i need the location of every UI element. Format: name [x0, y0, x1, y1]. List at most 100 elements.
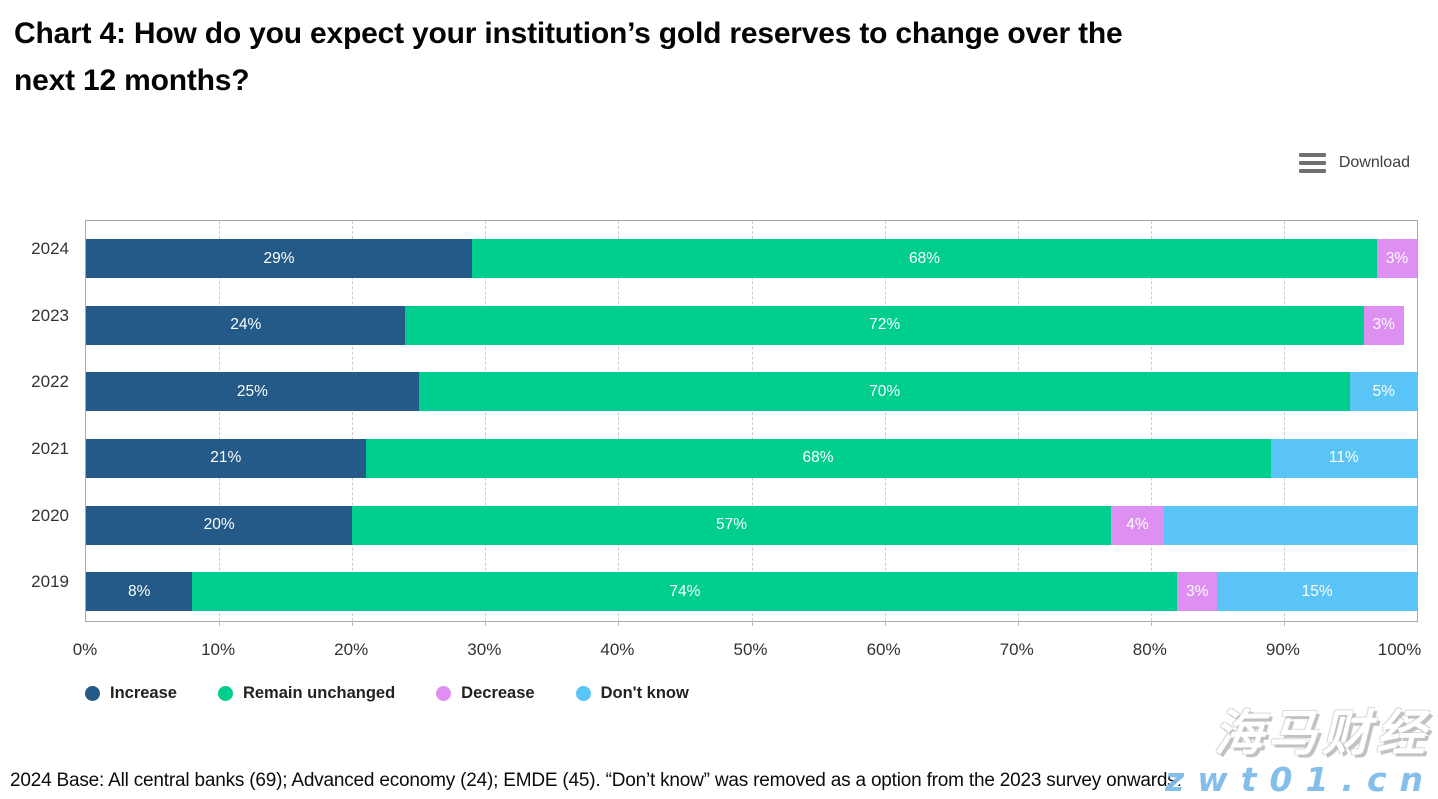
x-axis-label: 100%: [1377, 640, 1422, 659]
bar-value-label: 70%: [869, 382, 901, 400]
bar-value-label: 4%: [1126, 516, 1149, 534]
gridline: [1017, 221, 1019, 621]
legend: Increase Remain unchanged Decrease Don't kn…: [85, 684, 689, 703]
plot-area: 2024 29% 68% 3% 2023 24% 72% 3% 2022 25% 70% 5% 2021…: [31, 220, 1418, 626]
legend-marker-icon: [85, 686, 100, 701]
bar-segment-remain-unchanged[interactable]: 70%: [418, 372, 1351, 412]
watermark-brand: 海马财经: [1213, 705, 1430, 763]
menu-lines-icon: [1298, 153, 1326, 173]
gridline: [352, 221, 354, 621]
watermark-domain: zwt01.cn: [1165, 760, 1436, 799]
chart-row-2023: 2023 24% 72% 3%: [31, 288, 1417, 355]
bar-segment-increase[interactable]: 20%: [86, 505, 353, 545]
bar-value-label: 8%: [128, 582, 151, 600]
bar-segment-decrease[interactable]: 3%: [1177, 572, 1218, 612]
bar-value-label: 15%: [1301, 582, 1333, 600]
x-axis-label: 60%: [866, 640, 901, 659]
legend-item-remain-unchanged[interactable]: Remain unchanged: [217, 684, 396, 703]
bar-segment-increase[interactable]: 25%: [86, 372, 419, 412]
chart-title: Chart 4: How do you expect your institut…: [14, 10, 1438, 104]
bar-segment-don-t-know[interactable]: 15%: [1217, 572, 1417, 612]
gridline: [618, 221, 620, 621]
chart-title-line1: Chart 4: How do you expect your institut…: [14, 17, 1123, 50]
gridline: [751, 221, 753, 621]
bar-value-label: 11%: [1328, 449, 1359, 467]
page-root: { "page": { "title_line1": "Chart 4: How…: [0, 10, 1438, 796]
download-button[interactable]: Download: [1298, 153, 1410, 173]
stacked-bar-2024: 29% 68% 3%: [86, 239, 1417, 278]
chart-title-line2: next 12 months?: [14, 64, 250, 97]
x-axis-label: 20%: [334, 640, 369, 659]
x-axis: 0% 10% 20% 30% 40% 50% 60% 70% 80% 90% 100%: [73, 640, 1422, 664]
bar-segment-increase[interactable]: 8%: [86, 572, 193, 612]
x-axis-label: 0%: [72, 640, 98, 659]
watermark: 海马财经 zwt01.cn: [1165, 707, 1436, 796]
chart-row-2024: 2024 29% 68% 3%: [31, 221, 1417, 288]
bar-segment-don-t-know[interactable]: [1164, 505, 1417, 545]
chart-row-2021: 2021 21% 68% 11%: [31, 421, 1417, 488]
footer-note: 2024 Base: All central banks (69); Advan…: [10, 770, 1182, 791]
legend-label: Increase: [110, 684, 177, 702]
bar-value-label: 72%: [869, 316, 901, 334]
bar-value-label: 21%: [210, 449, 242, 467]
bar-segment-remain-unchanged[interactable]: 68%: [365, 438, 1271, 478]
axis-tick-mark: [1283, 621, 1285, 626]
stacked-bar-2023: 24% 72% 3%: [86, 305, 1417, 345]
axis-tick-mark: [352, 621, 354, 626]
bar-segment-decrease[interactable]: 4%: [1110, 505, 1165, 545]
legend-marker-icon: [575, 686, 591, 701]
bar-segment-remain-unchanged[interactable]: 68%: [471, 239, 1378, 278]
gridline: [884, 221, 886, 621]
gridline: [219, 221, 221, 621]
axis-tick-mark: [884, 621, 886, 626]
legend-item-increase[interactable]: Increase: [85, 684, 177, 703]
bar-value-label: 74%: [669, 582, 701, 600]
bar-segment-increase[interactable]: 29%: [86, 239, 472, 278]
bar-value-label: 68%: [802, 449, 834, 467]
bar-segment-remain-unchanged[interactable]: 72%: [405, 305, 1364, 345]
bar-segment-remain-unchanged[interactable]: 74%: [192, 572, 1178, 612]
y-axis-label: 2021: [31, 438, 69, 458]
bar-segment-don-t-know[interactable]: 5%: [1350, 372, 1417, 412]
stacked-bar-2020: 20% 57% 4%: [86, 505, 1417, 545]
x-axis-label: 80%: [1132, 640, 1167, 659]
x-axis-label: 30%: [467, 640, 502, 659]
bar-value-label: 24%: [230, 316, 262, 334]
axis-tick-mark: [618, 621, 620, 626]
y-axis-label: 2020: [31, 505, 69, 525]
x-axis-label: 10%: [201, 640, 236, 659]
bar-segment-increase[interactable]: 21%: [86, 438, 366, 478]
bar-value-label: 3%: [1186, 582, 1209, 600]
axis-tick-mark: [1150, 621, 1152, 626]
bar-segment-decrease[interactable]: 3%: [1377, 239, 1417, 278]
bar-value-label: 57%: [716, 516, 748, 534]
bar-segment-decrease[interactable]: 3%: [1363, 305, 1404, 345]
bar-value-label: 3%: [1372, 316, 1395, 334]
bar-segment-increase[interactable]: 24%: [86, 305, 406, 345]
axis-tick-mark: [1017, 621, 1019, 626]
bar-value-label: 20%: [203, 516, 235, 534]
legend-item-don-t-know[interactable]: Don't know: [575, 684, 689, 703]
stacked-bar-2019: 8% 74% 3% 15%: [86, 572, 1417, 612]
legend-label: Decrease: [461, 684, 535, 702]
stacked-bar-2022: 25% 70% 5%: [86, 372, 1417, 412]
gridline: [485, 221, 487, 621]
x-axis-label: 50%: [733, 640, 768, 659]
legend-label: Don't know: [600, 684, 689, 702]
legend-marker-icon: [217, 686, 233, 701]
bar-segment-don-t-know[interactable]: 11%: [1270, 438, 1417, 478]
legend-item-decrease[interactable]: Decrease: [436, 684, 535, 703]
stacked-bar-2021: 21% 68% 11%: [86, 438, 1417, 478]
chart-row-2022: 2022 25% 70% 5%: [31, 354, 1417, 421]
x-axis-label: 70%: [999, 640, 1034, 659]
y-axis-label: 2023: [31, 305, 69, 325]
bar-value-label: 68%: [909, 249, 941, 267]
bar-segment-remain-unchanged[interactable]: 57%: [352, 505, 1111, 545]
legend-label: Remain unchanged: [242, 684, 396, 702]
chart-row-2019: 2019 8% 74% 3% 15%: [31, 554, 1417, 621]
x-axis-label: 90%: [1265, 640, 1300, 659]
bar-value-label: 29%: [263, 249, 295, 267]
y-axis-label: 2019: [31, 572, 69, 592]
download-label: Download: [1338, 154, 1410, 171]
y-axis-label: 2024: [31, 239, 69, 258]
